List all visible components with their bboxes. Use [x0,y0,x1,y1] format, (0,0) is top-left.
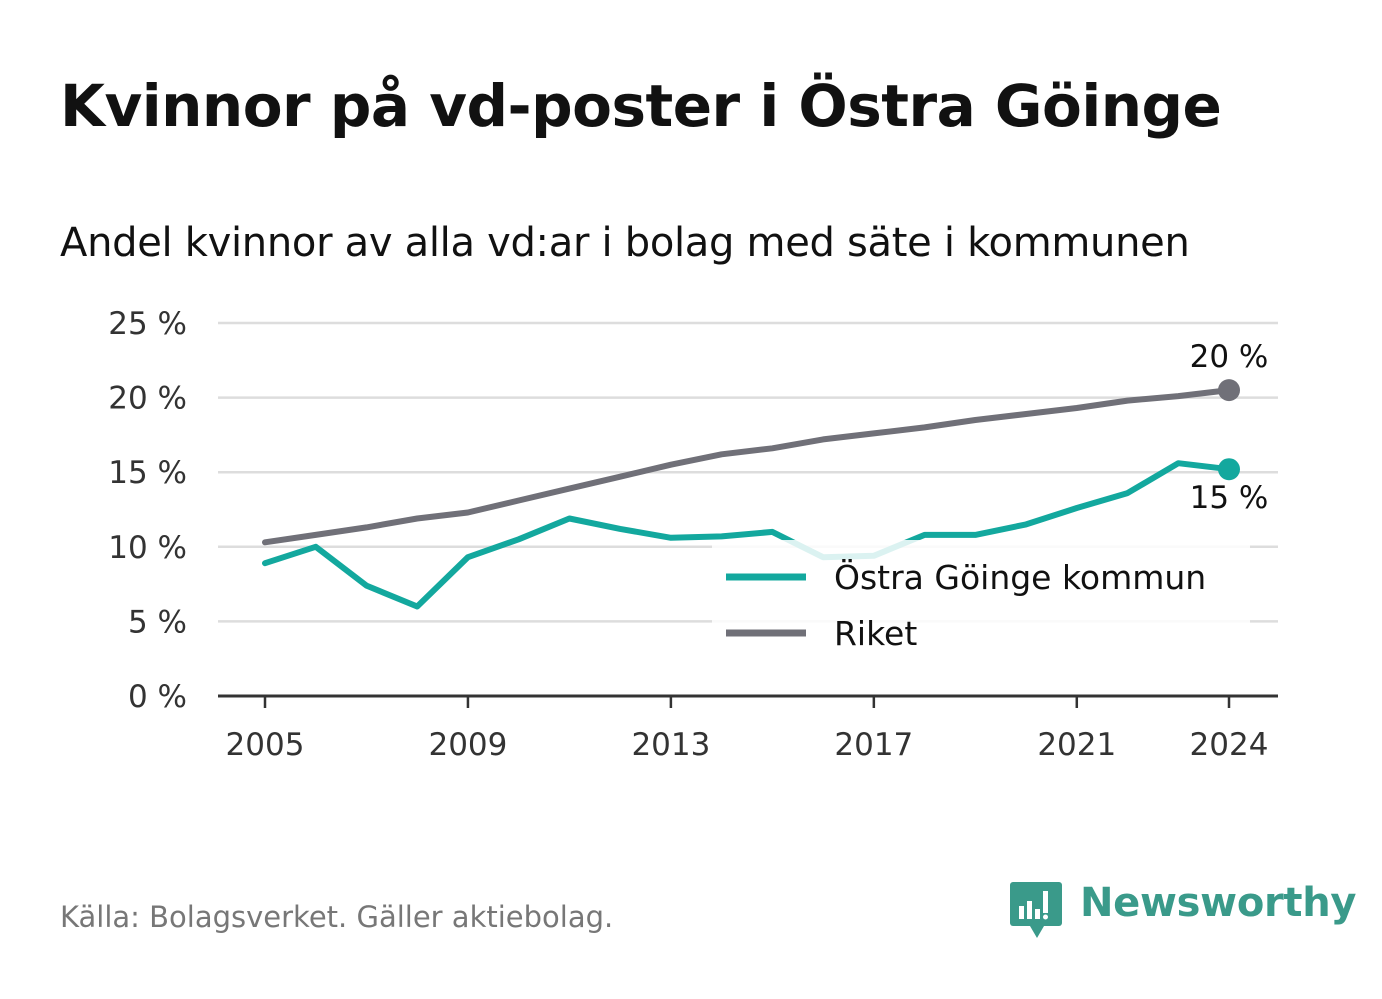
legend-background [712,540,1250,658]
brand-name: Newsworthy [1080,880,1357,926]
end-label-riket: 20 % [1190,339,1269,375]
legend: Östra Göinge kommun Riket [712,540,1250,658]
x-tick-label: 2017 [834,727,913,763]
x-tick-label: 2024 [1190,727,1269,763]
y-tick-label: 20 % [108,381,187,417]
y-tick-label: 0 % [128,679,187,715]
y-tick-label: 15 % [108,455,187,491]
x-tick-label: 2021 [1037,727,1116,763]
y-tick-label: 25 % [108,306,187,342]
x-tick-label: 2013 [631,727,710,763]
series-line-riket [262,387,1232,546]
legend-label-riket: Riket [834,614,917,653]
series-group: 20 % 15 % [262,339,1269,610]
y-axis: 0 % 5 % 10 % 15 % 20 % 25 % [108,306,187,715]
x-tick-label: 2009 [428,727,507,763]
series-line-kommun [262,460,1232,610]
line-chart: 0 %5 %10 %15 %20 %25 % 2005 2009 2013 2017 2… [108,306,1278,763]
bar-chart-speech-bubble-icon [1010,882,1062,938]
y-tick-label: 10 % [108,530,187,566]
x-tick-label: 2005 [226,727,305,763]
chart-title: Kvinnor på vd-poster i Östra Göinge [60,72,1222,140]
y-tick-label: 5 % [128,604,187,640]
end-label-kommun: 15 % [1190,480,1269,516]
end-point-kommun [1218,458,1240,481]
legend-label-kommun: Östra Göinge kommun [834,557,1206,597]
chart-subtitle: Andel kvinnor av alla vd:ar i bolag med … [60,220,1190,266]
source-note: Källa: Bolagsverket. Gäller aktiebolag. [60,900,614,934]
x-axis: 2005 2009 2013 2017 2021 2024 [218,694,1278,763]
end-point-riket [1218,379,1240,402]
